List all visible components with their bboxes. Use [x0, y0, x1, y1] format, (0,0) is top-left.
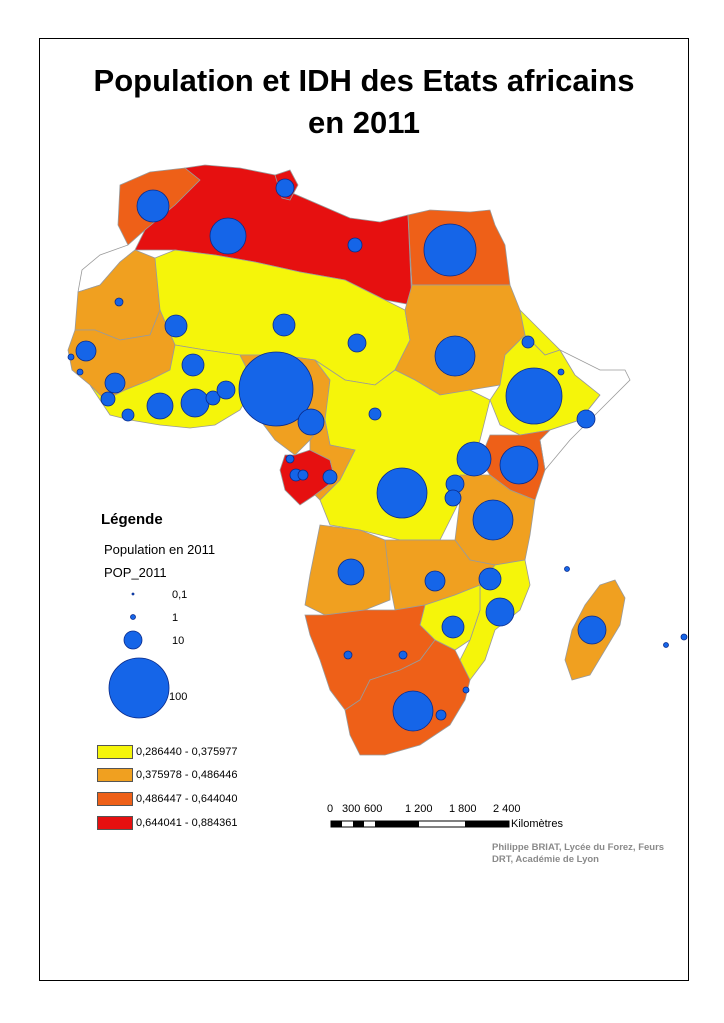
pop-malawi	[478, 567, 502, 591]
scale-tick-300: 300	[342, 803, 361, 815]
legend-class-3: 0,486447 - 0,644040	[97, 791, 238, 807]
legend-size-label-1: 1	[172, 612, 179, 624]
title-line-1: Population et IDH des Etats africains	[93, 63, 635, 98]
region-congo	[309, 419, 356, 501]
pop-drc	[376, 467, 428, 519]
legend-size-label-100: 100	[169, 691, 188, 703]
pop-morocco	[136, 189, 170, 223]
pop-cameroon	[297, 408, 325, 436]
pop-ghana	[180, 388, 210, 418]
legend-class-4-swatch	[97, 816, 133, 830]
pop-south-africa	[392, 690, 434, 732]
pop-nigeria	[238, 351, 314, 427]
legend-circle-0-1	[131, 592, 135, 596]
legend-class-1-label: 0,286440 - 0,375977	[136, 746, 238, 758]
pop-botswana	[398, 650, 408, 660]
legend-class-2-label: 0,375978 - 0,486446	[136, 769, 238, 781]
legend-class-1-swatch	[97, 745, 133, 759]
pop-eq-guinea	[285, 454, 295, 464]
pop-niger	[272, 313, 296, 337]
pop-mauritania	[114, 297, 124, 307]
scale-tick-2400: 2 400	[493, 803, 521, 815]
legend-class-4-label: 0,644041 - 0,884361	[136, 817, 238, 829]
legend-class-3-label: 0,486447 - 0,644040	[136, 793, 238, 805]
map-credit: Philippe BRIAT, Lycée du Forez, Feurs DR…	[492, 842, 664, 866]
legend-circle-1	[130, 614, 136, 620]
pop-sudan	[434, 335, 476, 377]
pop-congo	[297, 469, 309, 481]
legend-class-2: 0,375978 - 0,486446	[97, 767, 238, 783]
pop-libya	[347, 237, 363, 253]
pop-zambia	[424, 570, 446, 592]
legend-size-label-10: 10	[172, 635, 185, 647]
pop-burkina	[181, 353, 205, 377]
pop-swaziland	[462, 686, 470, 694]
legend-circle-10	[123, 630, 143, 650]
pop-mali	[164, 314, 188, 338]
pop-djibouti	[557, 368, 565, 376]
pop-mauritius	[680, 633, 688, 641]
map-title: Population et IDH des Etats africains en…	[39, 60, 689, 144]
pop-algeria	[209, 217, 247, 255]
legend-class-3-swatch	[97, 792, 133, 806]
pop-zimbabwe	[441, 615, 465, 639]
legend-size-circles	[108, 592, 170, 719]
pop-eritrea	[521, 335, 535, 349]
legend-circle-100	[108, 657, 170, 719]
pop-comoros	[564, 566, 570, 572]
legend-class-1: 0,286440 - 0,375977	[97, 744, 238, 760]
pop-madagascar	[577, 615, 607, 645]
credit-line-2: DRT, Académie de Lyon	[492, 854, 599, 865]
population-circles	[67, 178, 688, 732]
pop-chad	[347, 333, 367, 353]
pop-tunisia	[275, 178, 295, 198]
pop-somalia	[576, 409, 596, 429]
pop-benin	[216, 380, 236, 400]
scale-tick-1800: 1 800	[449, 803, 477, 815]
pop-egypt	[423, 223, 477, 277]
legend-class-4: 0,644041 - 0,884361	[97, 815, 238, 831]
scale-tick-0: 0	[327, 803, 334, 815]
pop-angola	[337, 558, 365, 586]
pop-ethiopia	[505, 367, 563, 425]
legend-title: Légende	[101, 511, 163, 528]
pop-tanzania	[472, 499, 514, 541]
legend-size-label-0-1: 0,1	[172, 589, 188, 601]
scale-bar	[330, 820, 510, 828]
pop-car	[368, 407, 382, 421]
pop-congo-b	[322, 469, 338, 485]
pop-togo	[205, 390, 221, 406]
pop-sierra-leone	[100, 391, 116, 407]
pop-mozambique	[485, 597, 515, 627]
pop-guinea-bissau	[76, 368, 84, 376]
legend-population-label: Population en 2011	[104, 542, 216, 557]
pop-ivory-coast	[146, 392, 174, 420]
credit-line-1: Philippe BRIAT, Lycée du Forez, Feurs	[492, 842, 665, 853]
legend-class-2-swatch	[97, 768, 133, 782]
pop-lesotho	[435, 709, 447, 721]
pop-kenya	[499, 445, 539, 485]
pop-namibia	[343, 650, 353, 660]
pop-gambia	[67, 353, 75, 361]
region-somalia	[539, 349, 631, 471]
pop-guinea	[104, 372, 126, 394]
pop-south-sudan	[456, 441, 492, 477]
scale-unit: Kilomètres	[511, 818, 563, 830]
scale-tick-1200: 1 200	[405, 803, 433, 815]
scale-tick-600: 600	[364, 803, 383, 815]
pop-liberia	[121, 408, 135, 422]
legend-field-label: POP_2011	[104, 565, 167, 580]
pop-reunion	[663, 642, 669, 648]
title-line-2: en 2011	[307, 105, 421, 140]
pop-rwanda	[444, 489, 462, 507]
pop-senegal	[75, 340, 97, 362]
